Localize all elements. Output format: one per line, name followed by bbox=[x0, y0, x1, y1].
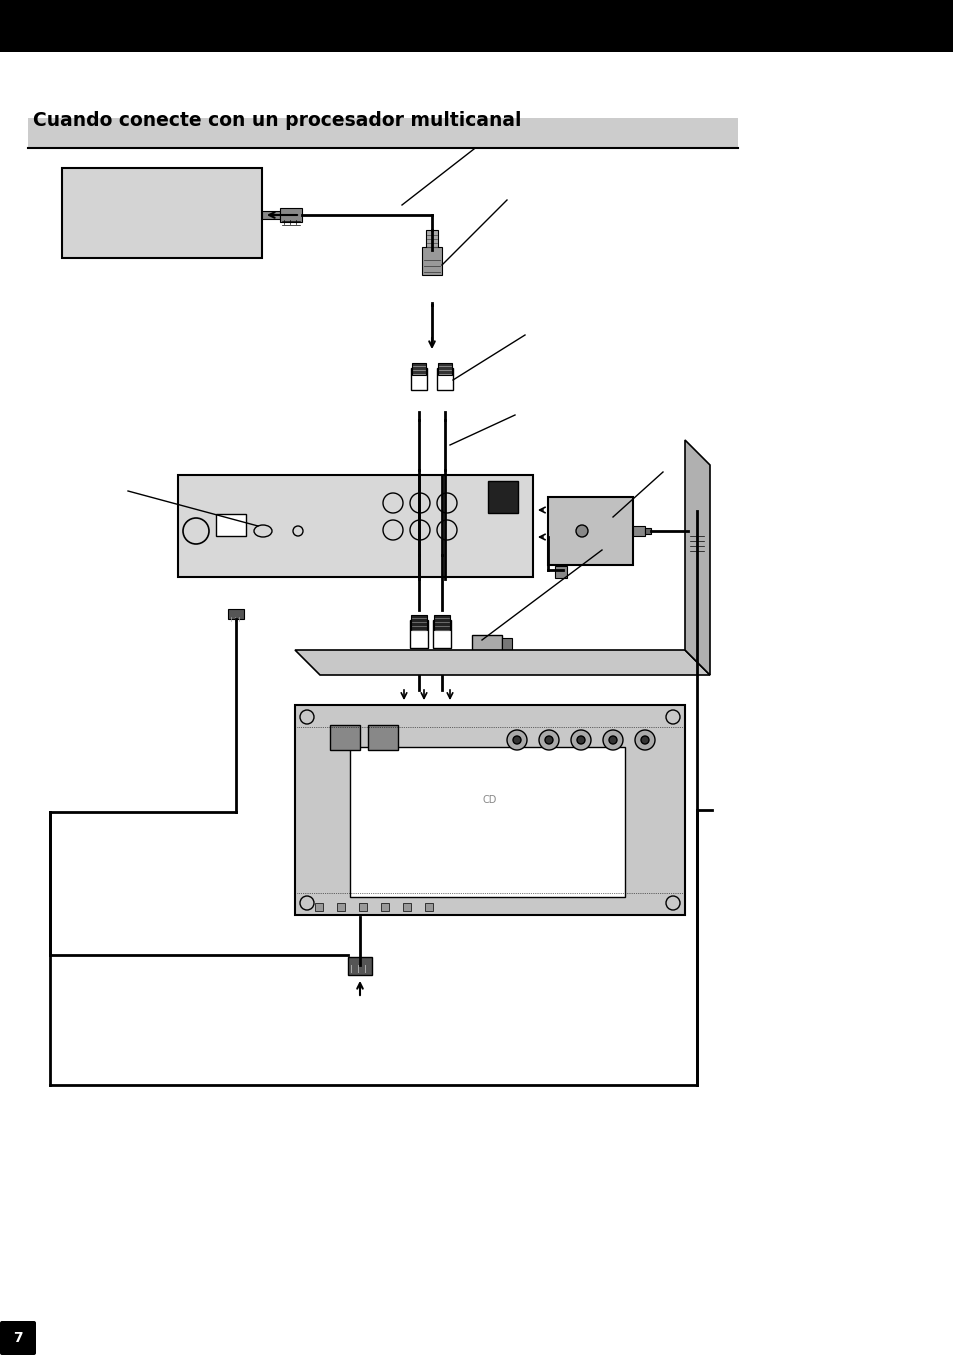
Bar bbox=[178, 476, 533, 577]
Text: 7: 7 bbox=[13, 1331, 23, 1346]
Ellipse shape bbox=[253, 524, 272, 537]
FancyBboxPatch shape bbox=[0, 1321, 36, 1355]
Bar bbox=[488, 481, 517, 514]
Bar bbox=[410, 621, 428, 648]
Bar bbox=[472, 635, 501, 654]
Bar bbox=[434, 615, 450, 630]
Polygon shape bbox=[294, 650, 709, 675]
Bar bbox=[433, 621, 451, 648]
Circle shape bbox=[183, 518, 209, 543]
Bar bbox=[633, 526, 644, 537]
Circle shape bbox=[299, 896, 314, 911]
Bar bbox=[28, 118, 738, 148]
Bar bbox=[555, 566, 566, 579]
Circle shape bbox=[577, 736, 584, 744]
Circle shape bbox=[665, 896, 679, 911]
Circle shape bbox=[571, 730, 590, 751]
Bar bbox=[280, 209, 302, 222]
Bar bbox=[412, 363, 426, 375]
Circle shape bbox=[410, 520, 430, 541]
Bar bbox=[215, 514, 246, 537]
Circle shape bbox=[293, 526, 303, 537]
Bar bbox=[411, 369, 427, 390]
Circle shape bbox=[608, 736, 617, 744]
Bar bbox=[501, 638, 512, 652]
Bar bbox=[411, 615, 427, 630]
Bar bbox=[314, 902, 323, 911]
Circle shape bbox=[299, 710, 314, 724]
Circle shape bbox=[506, 730, 526, 751]
Text: Cuando conecte con un procesador multicanal: Cuando conecte con un procesador multica… bbox=[33, 111, 521, 130]
Circle shape bbox=[665, 710, 679, 724]
Bar bbox=[437, 363, 452, 375]
Bar bbox=[336, 902, 345, 911]
Bar bbox=[380, 902, 389, 911]
Circle shape bbox=[513, 736, 520, 744]
Bar bbox=[350, 747, 624, 897]
Bar bbox=[228, 608, 244, 619]
Circle shape bbox=[382, 493, 402, 514]
Circle shape bbox=[436, 493, 456, 514]
Bar bbox=[0, 0, 953, 51]
Bar bbox=[330, 725, 359, 751]
Circle shape bbox=[576, 524, 587, 537]
Circle shape bbox=[602, 730, 622, 751]
Text: CD: CD bbox=[482, 795, 497, 805]
Bar bbox=[644, 528, 650, 534]
Bar bbox=[402, 902, 411, 911]
Circle shape bbox=[410, 493, 430, 514]
Bar bbox=[348, 957, 372, 976]
Circle shape bbox=[538, 730, 558, 751]
Circle shape bbox=[436, 520, 456, 541]
Polygon shape bbox=[684, 440, 709, 675]
Bar bbox=[62, 168, 262, 257]
Bar bbox=[687, 523, 705, 551]
Bar bbox=[262, 211, 280, 220]
Bar bbox=[547, 497, 633, 565]
Circle shape bbox=[640, 736, 648, 744]
Circle shape bbox=[382, 520, 402, 541]
Bar bbox=[294, 705, 684, 915]
Bar bbox=[358, 902, 367, 911]
Bar bbox=[426, 230, 437, 251]
Circle shape bbox=[544, 736, 553, 744]
Circle shape bbox=[635, 730, 655, 751]
Bar bbox=[368, 725, 397, 751]
Bar bbox=[436, 369, 453, 390]
Bar bbox=[424, 902, 433, 911]
Bar bbox=[421, 247, 441, 275]
